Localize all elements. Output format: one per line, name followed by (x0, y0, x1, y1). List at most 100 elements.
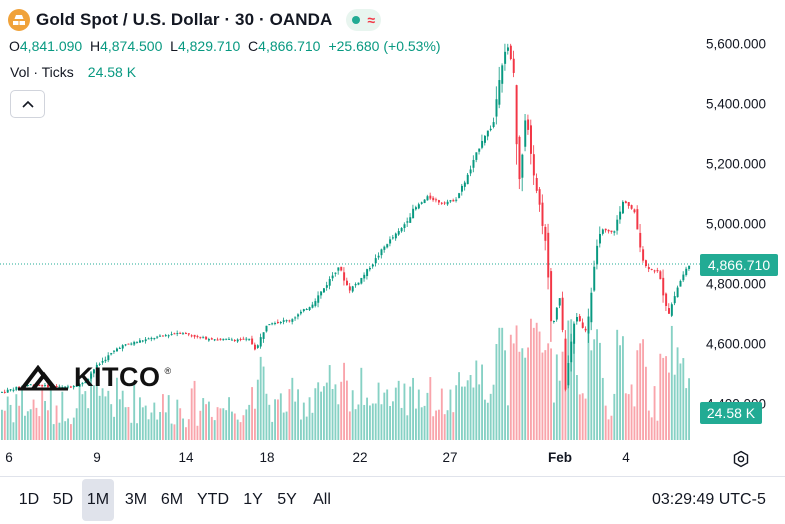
candle-body (423, 199, 426, 204)
candle-body (622, 201, 624, 214)
volume-bar (659, 353, 662, 440)
volume-bar (202, 398, 205, 440)
candle-body (279, 322, 282, 324)
volume-bar (343, 362, 345, 440)
volume-bar (84, 391, 87, 440)
time-tick: 22 (352, 450, 368, 465)
range-all-button[interactable]: All (313, 491, 331, 508)
candle-body (311, 304, 314, 308)
candle-body (521, 154, 524, 178)
candle-body (15, 386, 18, 390)
volume-bar (208, 401, 210, 440)
candle-body (153, 338, 156, 340)
volume-bar (627, 394, 630, 440)
volume-bar (340, 381, 343, 440)
range-1m-button[interactable]: 1M (82, 479, 114, 521)
volume-bar (24, 415, 26, 440)
volume-bar (256, 379, 259, 440)
candle-body (268, 324, 271, 326)
symbol-title[interactable]: Gold Spot / U.S. Dollar · 30 · OANDA (36, 10, 333, 29)
candle-body (415, 207, 417, 210)
volume-bar (371, 403, 374, 440)
candle-body (668, 308, 670, 314)
market-status-pill[interactable]: ≈ (346, 9, 382, 31)
volume-legend[interactable]: Vol · Ticks 24.58 K (10, 64, 136, 80)
gold-symbol-icon (8, 9, 30, 31)
candle-body (478, 148, 481, 152)
candle-body (659, 271, 662, 280)
candle-body (610, 230, 613, 233)
volume-bar (205, 404, 207, 440)
candle-body (136, 341, 139, 343)
volume-bar (619, 345, 621, 440)
volume-bar (268, 404, 271, 440)
volume-bar (455, 385, 458, 440)
price-chart[interactable] (0, 0, 700, 442)
range-3m-button[interactable]: 3M (124, 491, 148, 508)
price-tick: 4,800.000 (706, 276, 767, 292)
candle-body (432, 197, 435, 201)
volume-bar (302, 402, 305, 440)
volume-bar (509, 334, 512, 440)
candle-body (193, 334, 196, 337)
candle-body (6, 389, 9, 393)
volume-bar (616, 329, 619, 440)
volume-bar (461, 386, 463, 440)
candle-body (458, 193, 461, 198)
volume-bar (383, 392, 386, 440)
candle-body (340, 266, 343, 271)
volume-bar (141, 407, 144, 440)
range-1d-button[interactable]: 1D (18, 491, 40, 508)
volume-bar (558, 380, 561, 440)
candle-body (394, 233, 397, 239)
range-ytd-button[interactable]: YTD (197, 491, 229, 508)
volume-bar (193, 380, 196, 440)
volume-label: Vol · Ticks (10, 64, 74, 80)
clock-timezone[interactable]: 03:29:49 UTC-5 (652, 491, 766, 508)
candle-body (222, 338, 225, 340)
candle-body (443, 202, 446, 204)
volume-bar (29, 409, 32, 440)
candle-body (570, 341, 573, 363)
volume-bar (392, 401, 394, 440)
range-5d-button[interactable]: 5D (52, 491, 74, 508)
volume-bar (49, 384, 52, 440)
time-tick-month: Feb (547, 450, 573, 465)
range-5y-button[interactable]: 5Y (277, 491, 297, 508)
volume-bar (463, 386, 466, 440)
volume-bar (196, 425, 199, 440)
collapse-legend-button[interactable] (10, 90, 45, 118)
price-axis[interactable]: 5,600.000 5,400.000 5,200.000 5,000.000 … (700, 0, 785, 440)
candle-body (164, 335, 167, 337)
candle-body (481, 140, 484, 148)
range-1y-button[interactable]: 1Y (243, 491, 263, 508)
volume-bar (524, 357, 527, 440)
volume-bar (311, 412, 314, 440)
volume-bar (348, 411, 351, 440)
volume-bar (576, 375, 578, 440)
candle-body (438, 200, 440, 203)
candle-body (389, 239, 392, 244)
candle-body (466, 174, 469, 185)
chart-settings-button[interactable] (730, 448, 752, 470)
volume-bar (601, 377, 604, 440)
candle-body (337, 267, 340, 271)
candle-body (573, 323, 576, 344)
volume-bar (47, 410, 49, 440)
time-axis[interactable]: 6 9 14 18 22 27 Feb 4 (0, 442, 700, 472)
candle-body (271, 323, 274, 325)
candle-body (642, 249, 645, 261)
last-price-badge: 4,866.710 (700, 254, 778, 276)
volume-bar (222, 408, 225, 440)
volume-bar (688, 378, 690, 440)
volume-bar (26, 411, 29, 440)
volume-bar (133, 381, 136, 440)
symbol-legend[interactable]: Gold Spot / U.S. Dollar · 30 · OANDA ≈ (8, 8, 382, 32)
range-6m-button[interactable]: 6M (160, 491, 184, 508)
volume-bar (15, 394, 18, 440)
volume-bar (139, 397, 141, 440)
volume-badge: 24.58 K (700, 402, 762, 424)
candle-body (412, 208, 415, 219)
candle-body (182, 333, 185, 335)
volume-bar (282, 412, 285, 440)
